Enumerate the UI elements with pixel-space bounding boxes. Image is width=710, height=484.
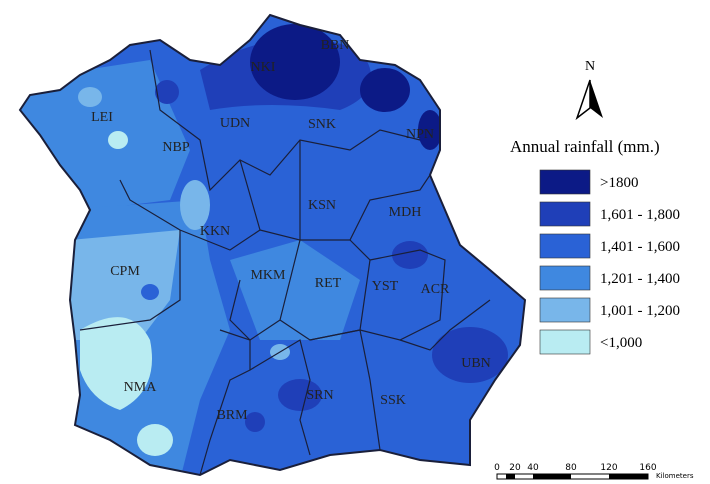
north-label: N: [585, 59, 595, 74]
region-label: UBN: [461, 356, 491, 371]
region-label: BRM: [216, 408, 248, 423]
legend-label: 1,601 - 1,800: [600, 207, 680, 223]
region-label: BBN: [321, 38, 350, 53]
scale-tick-label: 0: [494, 463, 500, 473]
legend-swatch: [539, 265, 591, 291]
region-label: KKN: [200, 224, 230, 239]
region-label: RET: [315, 276, 342, 291]
region-label: SNK: [308, 117, 336, 132]
legend-swatch: [539, 233, 591, 259]
scale-bar-segment: [533, 474, 571, 479]
legend: >1800 1,601 - 1,800 1,401 - 1,600 1,201 - 1…: [539, 169, 680, 355]
scale-unit: Kilometers: [656, 472, 694, 480]
region-label: NMA: [124, 380, 158, 395]
legend-label: <1,000: [600, 335, 642, 351]
region-labels: BBN NKI LEI NBP UDN SNK NPN KSN MDH KKN …: [91, 38, 491, 423]
region-label: NBP: [162, 140, 189, 155]
legend-label: >1800: [600, 175, 638, 191]
region-label: YST: [372, 279, 399, 294]
region-label: NKI: [251, 60, 276, 75]
scale-tick-label: 80: [565, 463, 577, 473]
legend-swatch: [539, 201, 591, 227]
region-label: CPM: [110, 264, 140, 279]
region-label: UDN: [220, 116, 250, 131]
region-label: MDH: [389, 205, 422, 220]
province-boundaries: [19, 14, 526, 476]
north-arrow: N: [575, 59, 603, 121]
region-label: SSK: [380, 393, 406, 408]
legend-title: Annual rainfall (mm.): [510, 137, 660, 156]
scale-bar-segment: [609, 474, 648, 479]
scale-tick-label: 20: [509, 463, 521, 473]
legend-swatch: [539, 169, 591, 195]
scale-bar-segment: [506, 474, 515, 479]
region-label: LEI: [91, 110, 113, 125]
scale-tick-label: 120: [600, 463, 617, 473]
region-label: NPN: [406, 127, 434, 142]
legend-swatch: [539, 297, 591, 323]
region-label: MKM: [250, 268, 286, 283]
region-label: SRN: [306, 388, 333, 403]
region-label: KSN: [308, 198, 336, 213]
scale-tick-label: 40: [527, 463, 539, 473]
region-label: ACR: [421, 282, 450, 297]
legend-label: 1,201 - 1,400: [600, 271, 680, 287]
scale-tick-label: 160: [639, 463, 656, 473]
legend-label: 1,401 - 1,600: [600, 239, 680, 255]
legend-label: 1,001 - 1,200: [600, 303, 680, 319]
legend-swatch: [539, 329, 591, 355]
